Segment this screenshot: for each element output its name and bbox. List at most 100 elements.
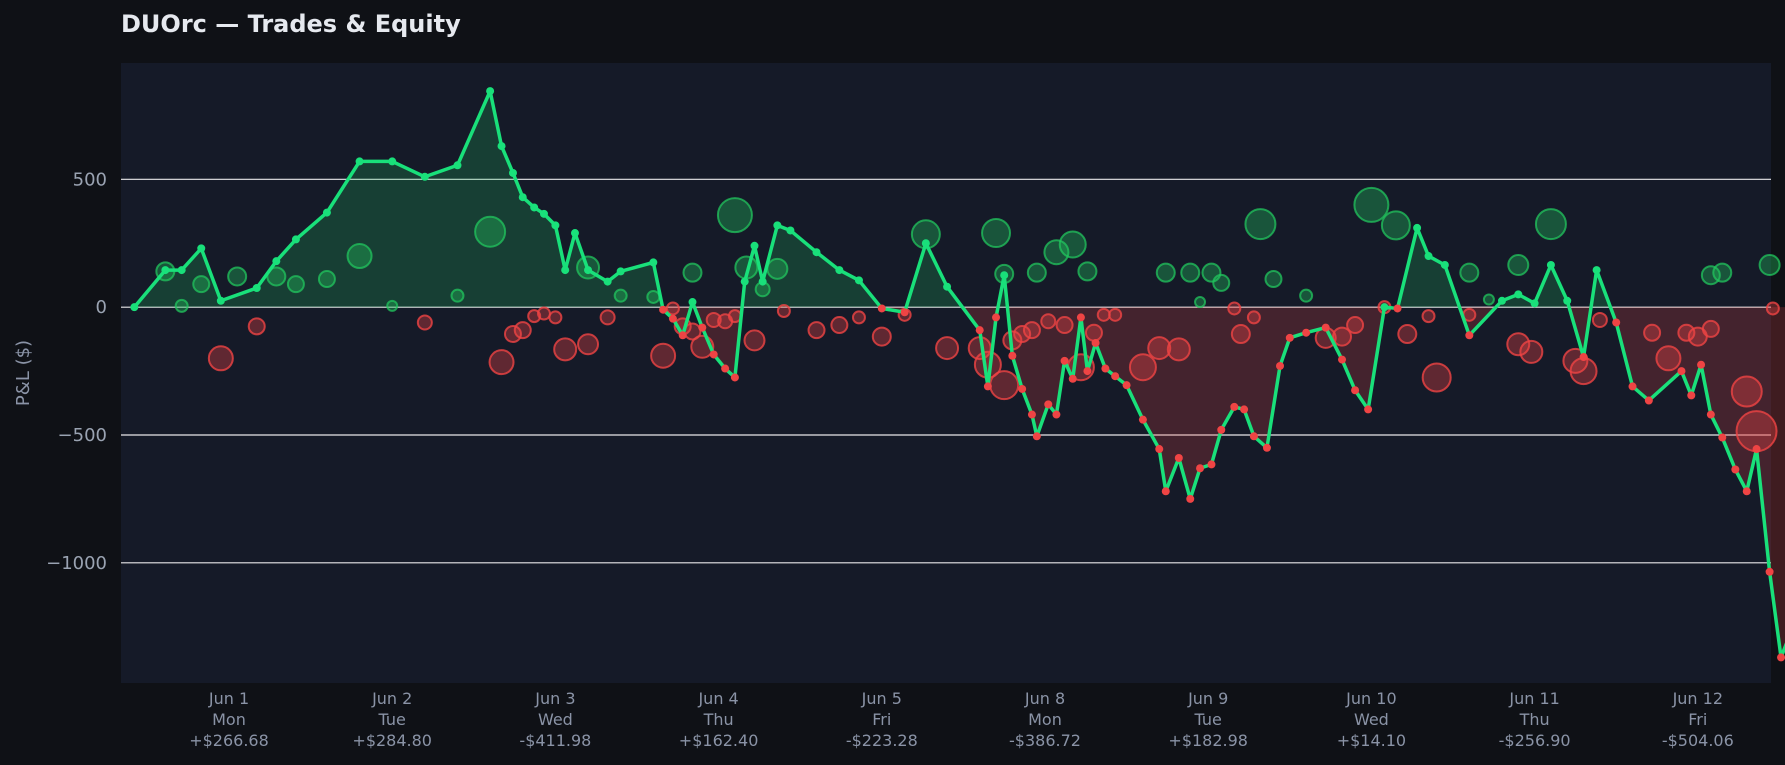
gain-trade-marker: [286, 275, 305, 294]
equity-point: [1249, 432, 1258, 441]
loss-trade-marker: [1569, 357, 1598, 386]
loss-trade-marker: [1677, 323, 1696, 342]
equity-point: [1302, 328, 1311, 337]
equity-point: [420, 172, 429, 181]
equity-point: [216, 296, 225, 305]
loss-trade-marker: [1730, 375, 1763, 408]
equity-point: [1752, 445, 1761, 454]
equity-area-positive: [134, 91, 663, 308]
loss-trade-marker: [1096, 307, 1111, 322]
x-tick-day-pnl: +$266.68: [189, 731, 269, 750]
x-tick-group: Jun 12 Fri -$504.06: [1662, 689, 1734, 750]
equity-point: [1592, 266, 1601, 275]
equity-point: [943, 282, 952, 291]
equity-point: [1465, 331, 1474, 340]
gain-trade-marker: [1712, 262, 1733, 283]
loss-trade-marker: [807, 321, 826, 340]
x-tick-day-pnl: +$182.98: [1168, 731, 1248, 750]
y-tick-label: 500: [73, 169, 107, 190]
loss-trade-marker: [1421, 362, 1452, 393]
equity-point: [1612, 318, 1621, 327]
loss-trade-marker: [1022, 321, 1041, 340]
equity-point: [616, 267, 625, 276]
gain-trade-marker: [1194, 296, 1207, 309]
x-tick-date: Jun 9: [1187, 689, 1228, 708]
equity-point: [758, 277, 767, 286]
equity-point: [1068, 374, 1077, 383]
equity-point: [688, 298, 697, 307]
x-tick-weekday: Thu: [703, 710, 734, 729]
loss-trade-marker: [247, 317, 266, 336]
equity-point: [1440, 260, 1449, 269]
trade-markers: [155, 186, 1781, 453]
x-tick-group: Jun 10 Wed +$14.10: [1337, 689, 1406, 750]
equity-point: [730, 373, 739, 382]
x-tick-day-pnl: -$411.98: [519, 731, 591, 750]
x-tick-weekday: Tue: [1194, 710, 1222, 729]
x-tick-group: Jun 9 Tue +$182.98: [1168, 689, 1248, 750]
gain-trade-marker: [1155, 262, 1176, 283]
loss-trade-marker: [851, 310, 866, 325]
equity-point: [1122, 381, 1131, 390]
equity-point: [750, 241, 759, 250]
gain-trade-marker: [1380, 210, 1411, 241]
x-tick-date: Jun 5: [861, 689, 902, 708]
equity-point: [272, 257, 281, 266]
y-axis-ticks: 500 0 −500 −1000: [46, 169, 107, 574]
equity-point: [854, 276, 863, 285]
loss-trade-marker: [1346, 316, 1365, 335]
equity-point: [812, 248, 821, 257]
equity-point: [1742, 487, 1751, 496]
loss-trade-marker: [830, 316, 849, 335]
x-tick-weekday: Wed: [1354, 710, 1389, 729]
gain-trade-marker: [386, 299, 399, 312]
plot-area: [121, 63, 1771, 683]
equity-point: [900, 308, 909, 317]
loss-trade-marker: [1421, 309, 1436, 324]
equity-point: [1018, 384, 1027, 393]
equity-point: [1546, 260, 1555, 269]
equity-point: [649, 258, 658, 267]
equity-point: [584, 266, 593, 275]
x-tick-weekday: Tue: [378, 710, 406, 729]
x-tick-weekday: Thu: [1519, 710, 1550, 729]
equity-point: [740, 277, 749, 286]
equity-point: [355, 157, 364, 166]
equity-point: [1217, 425, 1226, 434]
equity-point: [130, 303, 139, 312]
equity-point: [252, 283, 261, 292]
loss-trade-marker: [577, 333, 600, 356]
loss-trade-marker: [1765, 301, 1780, 316]
loss-trade-marker: [1506, 332, 1531, 357]
gain-trade-marker: [766, 257, 789, 280]
loss-trade-marker: [1397, 324, 1418, 345]
gain-trade-marker: [346, 243, 373, 270]
loss-trade-marker: [1591, 311, 1608, 328]
gain-trade-marker: [1180, 262, 1201, 283]
x-tick-date: Jun 8: [1024, 689, 1065, 708]
equity-point: [322, 208, 331, 217]
y-tick-label: −1000: [46, 553, 107, 574]
gain-trade-marker: [1212, 273, 1231, 292]
gain-trade-marker: [317, 270, 336, 289]
loss-trade-marker: [599, 309, 616, 326]
equity-point: [1777, 653, 1785, 662]
loss-trade-marker: [1643, 323, 1662, 342]
equity-point: [992, 313, 1001, 322]
loss-trade-marker: [1230, 324, 1251, 345]
y-tick-label: 0: [96, 297, 107, 318]
equity-point: [603, 277, 612, 286]
x-tick-group: Jun 2 Tue +$284.80: [352, 689, 432, 750]
x-tick-date: Jun 12: [1672, 689, 1723, 708]
loss-trade-marker: [1227, 301, 1242, 316]
equity-point: [1718, 433, 1727, 442]
loss-trade-marker: [935, 336, 960, 361]
x-tick-date: Jun 10: [1345, 689, 1396, 708]
loss-trade-marker: [1084, 323, 1103, 342]
equity-point: [570, 229, 579, 238]
equity-point: [508, 168, 517, 177]
gain-trade-marker: [613, 288, 628, 303]
equity-area-negative: [1569, 307, 1592, 358]
equity-point: [1186, 494, 1195, 503]
